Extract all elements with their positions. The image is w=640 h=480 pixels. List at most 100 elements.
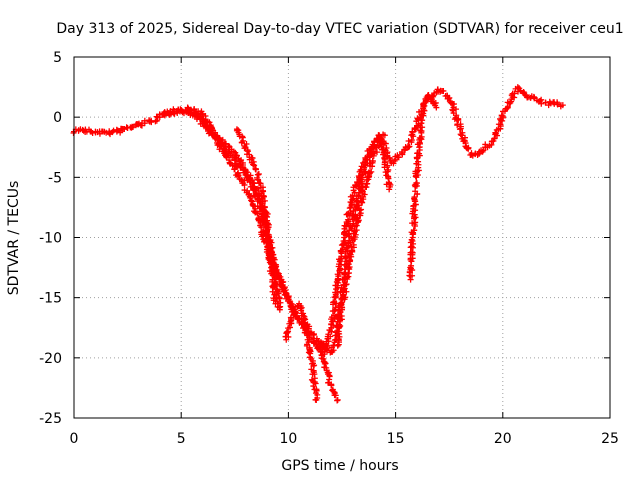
data-point-fill [454, 122, 461, 129]
data-point-fill [339, 246, 346, 253]
data-point-fill [268, 239, 275, 246]
data-point-fill [357, 167, 364, 174]
data-point-fill [498, 112, 505, 119]
data-point-fill [358, 206, 365, 213]
x-tick-label: 25 [601, 431, 619, 447]
data-point-fill [480, 147, 487, 154]
y-tick-labels: 5 0 -5 -10 -15 -20 -25 [39, 50, 62, 427]
data-point-fill [503, 105, 510, 112]
data-point-fill [457, 131, 464, 138]
data-point-fill [412, 168, 419, 175]
data-point-fill [263, 213, 270, 220]
x-tick-label: 20 [494, 431, 512, 447]
data-point-fill [395, 154, 402, 161]
data-point-fill [344, 274, 351, 281]
data-point-fill [455, 117, 462, 124]
data-point-fill [302, 316, 309, 323]
data-point-fill [231, 166, 238, 173]
data-point [334, 396, 341, 403]
data-point-fill [359, 199, 366, 206]
data-point-fill [351, 236, 358, 243]
data-point-fill [334, 276, 341, 283]
data-point-fill [344, 216, 351, 223]
data-point-fill [408, 249, 415, 256]
data-point-fill [495, 121, 502, 128]
data-point-fill [492, 130, 499, 137]
data-point-fill [223, 153, 230, 160]
data-point-fill [106, 128, 113, 135]
data-point-fill [342, 237, 349, 244]
data-point [559, 102, 566, 109]
data-point-fill [282, 333, 289, 340]
data-point-fill [148, 119, 155, 126]
data-point [433, 104, 440, 111]
data-point-fill [414, 141, 421, 148]
data-point-fill [295, 315, 302, 322]
data-point-fill [346, 263, 353, 270]
data-point-fill [269, 263, 276, 270]
data-point-fill [353, 222, 360, 229]
y-tick-label: -25 [39, 411, 62, 427]
data-point-fill [222, 146, 229, 153]
data-point-fill [259, 200, 266, 207]
data-point-fill [504, 104, 511, 111]
plot-frame [73, 56, 611, 419]
x-tick-label: 5 [177, 431, 186, 447]
data-point-fill [255, 176, 262, 183]
data-point-fill [285, 296, 292, 303]
y-tick-label: -5 [48, 170, 62, 186]
data-point-fill [517, 87, 524, 94]
data-point-fill [248, 197, 255, 204]
data-points [70, 84, 566, 404]
data-point-fill [354, 215, 361, 222]
data-point-fill [347, 257, 354, 264]
data-point-fill [325, 331, 332, 338]
data-point [386, 186, 393, 193]
data-point-fill [268, 260, 275, 267]
data-point-fill [458, 132, 465, 139]
data-point-fill [538, 100, 545, 107]
data-point-fill [439, 88, 446, 95]
y-tick-label: -15 [39, 291, 62, 307]
data-point-fill [200, 115, 207, 122]
data-point [276, 306, 283, 313]
data-point-fill [334, 289, 341, 296]
data-point-fill [255, 171, 262, 178]
data-point [113, 128, 120, 135]
data-point-fill [206, 119, 213, 126]
data-point-fill [368, 168, 375, 175]
chart-title: Day 313 of 2025, Sidereal Day-to-day VTE… [56, 21, 623, 37]
data-point-fill [309, 371, 316, 378]
data-point-fill [219, 136, 226, 143]
data-point-fill [331, 307, 338, 314]
data-point-fill [328, 382, 335, 389]
data-point-fill [369, 157, 376, 164]
data-point-fill [226, 157, 233, 164]
data-point-fill [321, 351, 328, 358]
y-axis-label: SDTVAR / TECUs [6, 181, 22, 296]
data-point-fill [311, 362, 318, 369]
data-point-fill [334, 282, 341, 289]
y-tick-label: 0 [53, 110, 62, 126]
data-point-fill [359, 187, 366, 194]
data-point [251, 162, 258, 169]
data-point-fill [243, 141, 250, 148]
data-point-fill [499, 117, 506, 124]
data-point-fill [380, 151, 387, 158]
data-point-fill [417, 124, 424, 131]
data-point-fill [405, 137, 412, 144]
data-point-fill [404, 143, 411, 150]
data-point-fill [221, 145, 228, 152]
data-point-fill [339, 304, 346, 311]
data-point-fill [300, 320, 307, 327]
data-point-fill [362, 154, 369, 161]
data-point-fill [336, 323, 343, 330]
data-point-fill [353, 183, 360, 190]
data-point-fill [238, 139, 245, 146]
data-point-fill [409, 272, 416, 279]
x-tick-label: 10 [279, 431, 297, 447]
data-point-fill [244, 148, 251, 155]
data-point-fill [301, 315, 308, 322]
